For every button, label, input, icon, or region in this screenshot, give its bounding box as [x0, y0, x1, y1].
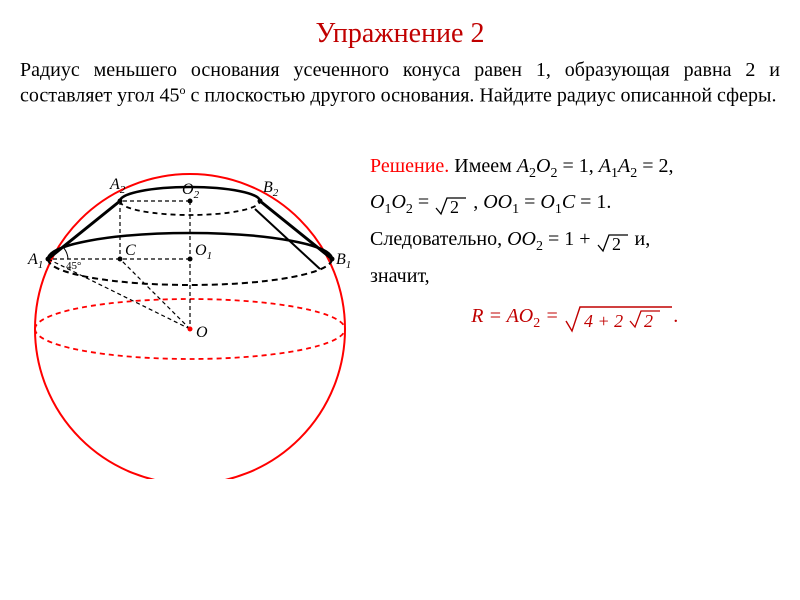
point-c — [118, 256, 123, 261]
solution-line-4: значит, — [370, 259, 780, 293]
svg-text:2: 2 — [644, 311, 653, 331]
eq1s1: 2 — [529, 166, 536, 181]
solution-label: Решение. — [370, 155, 449, 177]
label-angle: 45° — [66, 260, 81, 272]
slant-left — [48, 201, 120, 259]
sol-l3a: Следовательно, — [370, 228, 507, 250]
sol-l4: значит, — [370, 265, 430, 287]
eq5m: C — [562, 191, 575, 213]
sphere-equator-back — [35, 329, 345, 359]
eq5s: 1 — [555, 202, 562, 217]
eq6s: 2 — [536, 239, 543, 254]
res-eq2: = — [540, 305, 564, 327]
result-line: R = AO 2 = 4 + 2 2 . — [370, 299, 780, 336]
title-text: Упражнение 2 — [316, 18, 485, 49]
svg-text:2: 2 — [450, 197, 459, 217]
eq5l: O — [540, 191, 554, 213]
res-eq: = — [483, 305, 506, 327]
root2a-svg: 2 — [434, 192, 468, 218]
problem-text-2: с плоскостью другого основания. Найдите … — [186, 85, 777, 107]
slant-right-inner — [255, 209, 320, 269]
label-b1: B1 — [336, 251, 351, 271]
eq6r: = 1 + — [543, 228, 596, 250]
solution-block: Решение. Имеем A2O2 = 1, A1A2 = 2, O1O2 … — [360, 119, 780, 479]
point-o2 — [188, 198, 193, 203]
eq1m: O — [536, 155, 550, 177]
result-sqrt: 4 + 2 2 — [564, 300, 674, 335]
o-c-line — [120, 259, 190, 329]
root2b-svg: 2 — [596, 229, 630, 255]
geometry-diagram: A2 O2 B2 A1 C O1 B1 O 45° — [20, 119, 360, 479]
eq3m: O — [391, 191, 405, 213]
sol-l3b: и, — [630, 228, 651, 250]
eq2m: A — [618, 155, 630, 177]
root2-a: 2 — [434, 187, 468, 221]
eq1r: = 1, — [557, 155, 598, 177]
point-a2 — [118, 198, 123, 203]
point-b1 — [330, 256, 335, 261]
eq3s2: 2 — [406, 202, 413, 217]
point-o1 — [188, 256, 193, 261]
label-o2: O2 — [182, 181, 200, 201]
point-b2 — [258, 198, 263, 203]
solution-line-1: Решение. Имеем A2O2 = 1, A1A2 = 2, — [370, 149, 780, 186]
eq4l: OO — [483, 191, 512, 213]
label-c: C — [125, 242, 136, 259]
eq5r: = 1. — [575, 191, 611, 213]
eq1l: A — [517, 155, 529, 177]
solution-line-2: O1O2 = 2 , OO1 = O1C = 1. — [370, 185, 780, 222]
sol-l1a: Имеем — [449, 155, 517, 177]
res-R: R — [471, 305, 483, 327]
angle-arc — [63, 247, 68, 259]
label-a1: A1 — [27, 251, 43, 271]
eq3l: O — [370, 191, 384, 213]
diagram-svg: A2 O2 B2 A1 C O1 B1 O 45° — [20, 119, 360, 479]
label-o: O — [196, 324, 208, 341]
solution-line-3: Следовательно, OO2 = 1 + 2 и, — [370, 222, 780, 259]
root2-b: 2 — [596, 224, 630, 258]
problem-statement: Радиус меньшего основания усеченного кон… — [0, 58, 800, 119]
eq2s1: 1 — [611, 166, 618, 181]
result-sqrt-svg: 4 + 2 2 — [564, 301, 674, 335]
res-AO: AO — [507, 305, 534, 327]
svg-text:2: 2 — [612, 234, 621, 254]
point-o — [188, 326, 193, 331]
point-a1 — [46, 256, 51, 261]
eq6l: OO — [507, 228, 536, 250]
res-dot: . — [674, 305, 679, 327]
eq3r: = — [413, 191, 434, 213]
svg-text:4 + 2: 4 + 2 — [584, 311, 623, 331]
exercise-title: Упражнение 2 — [0, 0, 800, 58]
eq4r: = — [519, 191, 540, 213]
label-o1: O1 — [195, 242, 212, 262]
slant-right — [260, 201, 332, 259]
eq2l: A — [599, 155, 611, 177]
eq2r: = 2, — [637, 155, 673, 177]
sol-l2b: , — [468, 191, 483, 213]
